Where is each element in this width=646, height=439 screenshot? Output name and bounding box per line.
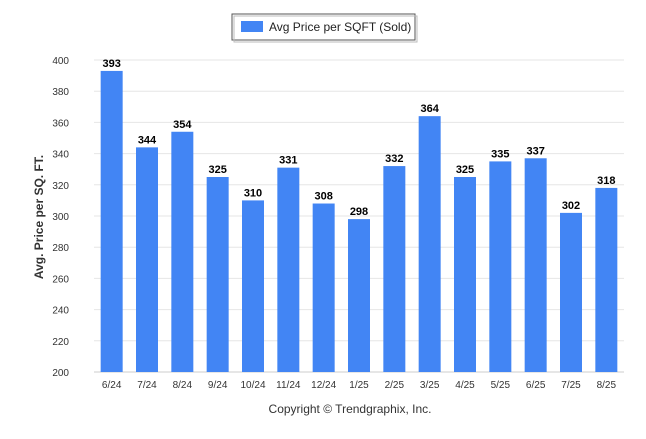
x-tick-label: 8/24 — [173, 380, 193, 391]
y-tick-label: 300 — [52, 212, 69, 223]
data-label: 354 — [173, 119, 192, 131]
bar — [489, 161, 512, 372]
bar — [171, 131, 194, 372]
bar — [383, 166, 406, 372]
legend-label: Avg Price per SQFT (Sold) — [269, 20, 411, 34]
bar — [136, 147, 158, 372]
y-tick-label: 320 — [52, 181, 69, 192]
data-label: 344 — [138, 134, 157, 146]
copyright-text: Copyright © Trendgraphix, Inc. — [269, 402, 432, 416]
y-tick-label: 400 — [52, 56, 69, 67]
y-tick-labels: 200 220 240 260 280 300 320 340 360 380 400 — [52, 56, 69, 379]
legend-swatch — [241, 21, 263, 32]
bar — [100, 70, 123, 373]
bar — [348, 219, 370, 372]
x-tick-label: 6/24 — [102, 380, 122, 391]
y-tick-label: 360 — [52, 118, 69, 129]
y-tick-label: 260 — [52, 274, 69, 285]
data-label: 308 — [314, 191, 332, 203]
bars — [100, 70, 618, 373]
data-label: 298 — [350, 206, 368, 218]
data-label: 337 — [526, 145, 544, 157]
data-label: 332 — [385, 153, 403, 165]
bar — [277, 167, 300, 372]
bar — [454, 177, 476, 372]
data-labels: 393 344 354 325 310 331 308 298 332 364 325 335 337 3… — [102, 58, 615, 218]
x-tick-label: 7/25 — [561, 380, 581, 391]
data-label: 310 — [244, 187, 262, 199]
x-tick-label: 4/25 — [455, 380, 475, 391]
y-tick-label: 340 — [52, 150, 69, 161]
y-tick-label: 220 — [52, 337, 69, 348]
x-tick-label: 6/25 — [526, 380, 546, 391]
y-tick-label: 280 — [52, 243, 69, 254]
x-tick-label: 7/24 — [137, 380, 157, 391]
bar — [206, 177, 229, 372]
y-tick-label: 380 — [52, 87, 69, 98]
bar — [595, 187, 618, 372]
x-tick-label: 5/25 — [491, 380, 511, 391]
data-label: 318 — [597, 175, 615, 187]
data-label: 335 — [491, 148, 509, 160]
x-tick-label: 12/24 — [311, 380, 336, 391]
x-tick-labels: 6/24 7/24 8/24 9/24 10/24 11/24 12/24 1/25 2/25 3… — [102, 380, 617, 391]
legend-shadow — [233, 15, 418, 43]
legend: Avg Price per SQFT (Sold) — [231, 13, 418, 43]
bar — [524, 158, 547, 372]
bar — [560, 212, 582, 372]
data-label: 325 — [456, 164, 474, 176]
bar — [418, 116, 441, 372]
x-tick-label: 3/25 — [420, 380, 440, 391]
x-tick-label: 1/25 — [349, 380, 369, 391]
data-label: 393 — [102, 58, 120, 70]
x-tick-label: 8/25 — [597, 380, 617, 391]
data-label: 331 — [279, 155, 297, 167]
y-tick-label: 240 — [52, 306, 69, 317]
x-tick-label: 11/24 — [276, 380, 301, 391]
y-tick-label: 200 — [52, 368, 69, 379]
data-label: 302 — [562, 200, 580, 212]
data-label: 325 — [208, 164, 226, 176]
data-label: 364 — [420, 103, 439, 115]
x-tick-label: 10/24 — [240, 380, 265, 391]
y-axis-label: Avg. Price per SQ. FT. — [32, 155, 46, 279]
x-tick-label: 2/25 — [385, 380, 405, 391]
bar — [242, 200, 264, 372]
x-tick-label: 9/24 — [208, 380, 228, 391]
bar — [312, 203, 335, 372]
